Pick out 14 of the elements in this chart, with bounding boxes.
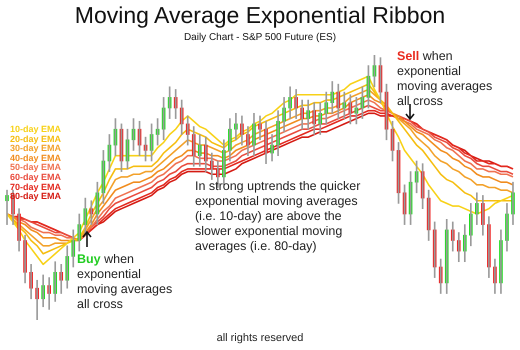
text: 50-day EMA — [10, 162, 62, 173]
text: 40-day EMA — [10, 152, 62, 164]
chart-subtitle: Daily Chart - S&P 500 Future (ES) — [182, 32, 338, 43]
annotation: In strong uptrends the quicker exponential moving averages (i.e. 10-day) are above the slower exponential moving averages (i.e. 80-day) — [195, 179, 362, 254]
text: 70-day EMA — [10, 182, 62, 192]
annotation: Buy when exponential moving averages all cross — [77, 252, 174, 312]
text: 30-day EMA — [10, 143, 62, 154]
text: 20-day EMA — [10, 134, 62, 144]
chart-title: Moving Average Exponential Ribbon — [74, 2, 446, 29]
text: 60-day EMA — [10, 172, 62, 183]
series-label: 80-day EMA — [10, 191, 62, 202]
text: 10-day EMA — [10, 124, 62, 135]
annotation: Sell when exponential moving averages all cross — [397, 49, 494, 109]
text: all rights reserved — [216, 331, 304, 346]
